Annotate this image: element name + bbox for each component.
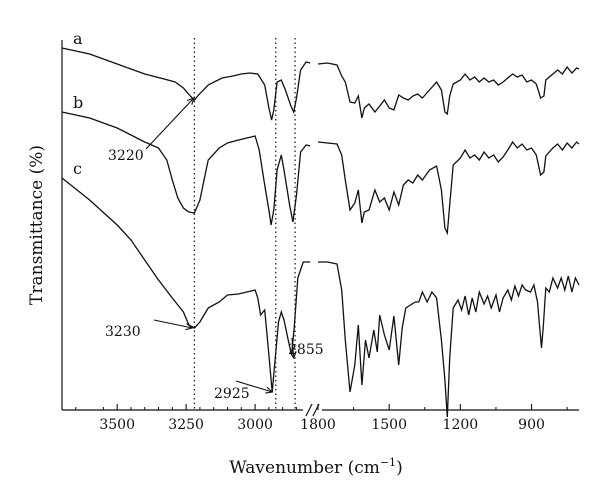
series-b-label: b: [73, 93, 83, 112]
tick-label-right-1200: 1200: [443, 417, 479, 433]
series-b-line-left: [61, 111, 311, 226]
series-a-line-left: [61, 47, 311, 121]
annotation-arrow-2925: [235, 380, 273, 393]
x-axis-title: Wavenumber (cm−1): [229, 456, 402, 478]
spectra-curves: a b c: [61, 29, 580, 418]
annotation-label-2855: 2855: [288, 342, 324, 358]
series-a-line-right: [317, 62, 580, 119]
reference-lines: [193, 38, 296, 410]
tick-label-right-1800: 1800: [300, 417, 336, 433]
series-c-label: c: [73, 159, 82, 178]
annotation-arrowhead-2925: [265, 386, 274, 394]
tick-label-right-1500: 1500: [371, 417, 407, 433]
axis-break-mark-1: [305, 403, 313, 417]
x-axis-ticks: 3500 3250 3000 1800 1500 1200 900: [75, 404, 568, 433]
annotation-label-2925: 2925: [214, 386, 250, 402]
tick-label-left-3250: 3250: [168, 417, 204, 433]
annotation-arrow-2855: [291, 337, 295, 359]
tick-label-left-3000: 3000: [237, 417, 273, 433]
plot-frame: [61, 40, 579, 417]
annotation-arrow-3230: [153, 319, 193, 329]
annotation-label-3230: 3230: [105, 324, 141, 340]
series-c-line-right: [318, 261, 580, 418]
series-b-line-right: [317, 140, 580, 236]
peak-annotations: 3220 3230 2925 2855: [105, 97, 324, 402]
annotation-label-3220: 3220: [108, 148, 144, 164]
tick-label-right-900: 900: [518, 417, 545, 433]
tick-label-left-3500: 3500: [99, 417, 135, 433]
series-c-line-left: [61, 177, 311, 393]
annotation-arrowhead-3230: [185, 323, 194, 331]
annotation-arrowhead-3220: [187, 97, 195, 105]
annotation-arrow-3220: [145, 97, 195, 150]
y-axis-title: Transmittance (%): [27, 145, 47, 305]
series-a-label: a: [73, 29, 83, 48]
annotation-arrowhead-2855: [289, 351, 297, 360]
